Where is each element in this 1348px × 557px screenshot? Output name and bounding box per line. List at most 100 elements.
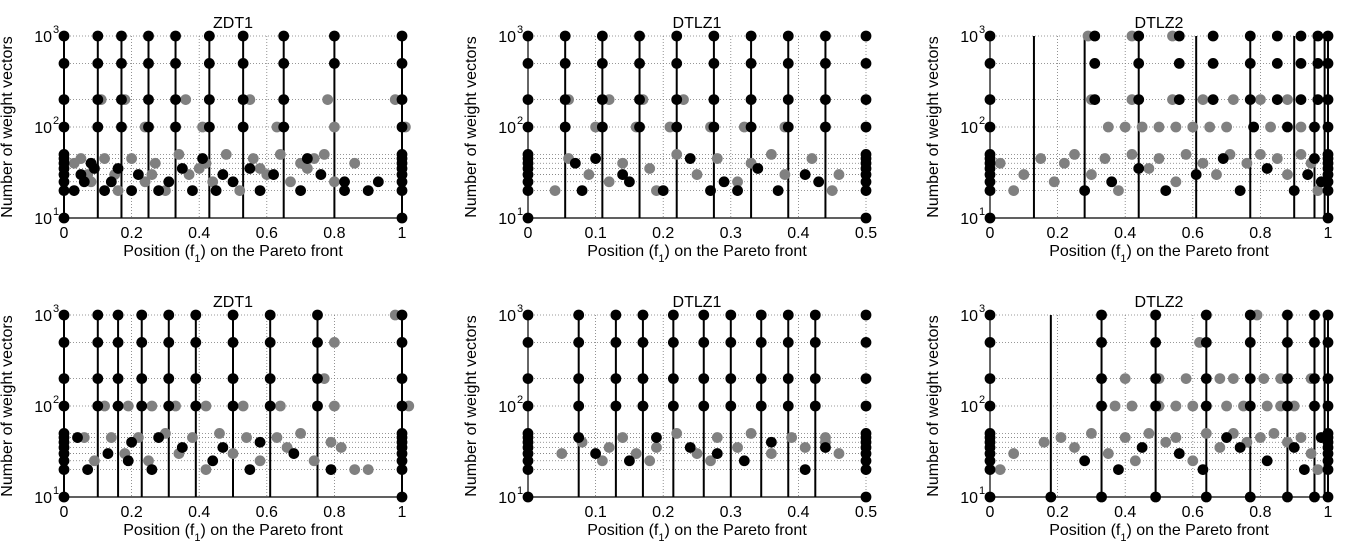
data-point: [1309, 336, 1320, 348]
svg-text:2: 2: [53, 115, 59, 127]
y-tick-label: 10 3: [960, 24, 985, 46]
data-point: [994, 464, 1006, 476]
x-tick-label: 1: [1324, 225, 1333, 242]
data-point: [1089, 30, 1101, 42]
data-point: [806, 153, 818, 164]
data-point: [1204, 121, 1216, 133]
data-point: [671, 121, 683, 133]
svg-text:10: 10: [960, 308, 978, 325]
data-point: [1244, 94, 1256, 106]
data-point: [254, 163, 266, 174]
data-point: [1200, 427, 1212, 439]
data-point: [1271, 94, 1283, 106]
data-point: [833, 169, 845, 180]
data-point: [860, 336, 872, 348]
data-point: [1322, 185, 1334, 197]
data-point: [590, 448, 601, 459]
y-tick-label: 10 3: [34, 24, 59, 46]
data-point: [1200, 373, 1212, 385]
data-point: [139, 176, 151, 188]
data-point: [207, 176, 219, 188]
data-point: [708, 57, 720, 69]
data-point: [146, 400, 158, 412]
data-point: [708, 121, 720, 133]
x-axis-label: Position (f1) on the Pareto front: [123, 243, 343, 265]
data-point: [1322, 464, 1334, 476]
data-point: [329, 30, 340, 42]
data-point: [1302, 169, 1314, 180]
x-axis-label: Position (f1) on the Pareto front: [1049, 243, 1269, 265]
data-point: [1126, 400, 1138, 412]
data-point: [1282, 400, 1293, 412]
x-tick-label: 0.1: [584, 504, 606, 521]
svg-text:10: 10: [960, 29, 978, 46]
data-point: [217, 169, 229, 180]
svg-text:3: 3: [517, 24, 523, 36]
data-point: [708, 30, 720, 42]
data-point: [1255, 94, 1266, 106]
data-point: [349, 157, 361, 169]
data-point: [99, 153, 110, 164]
data-point: [1312, 464, 1324, 476]
x-tick-label: 0.3: [720, 504, 742, 521]
data-point: [1282, 169, 1293, 180]
data-point: [725, 373, 737, 385]
data-point: [264, 400, 276, 412]
data-point: [994, 157, 1006, 169]
data-point: [617, 157, 629, 169]
data-point: [288, 448, 300, 459]
data-point: [143, 30, 154, 42]
data-point: [860, 94, 872, 106]
data-point: [89, 455, 100, 467]
x-tick-label: 0.6: [256, 225, 278, 242]
data-point: [200, 464, 212, 476]
data-point: [116, 30, 127, 42]
data-point: [227, 176, 239, 188]
data-point: [1129, 455, 1141, 467]
data-point: [782, 373, 794, 385]
data-point: [163, 336, 175, 348]
data-point: [1227, 373, 1239, 385]
data-point: [78, 176, 90, 188]
data-point: [549, 185, 561, 197]
data-point: [126, 153, 137, 164]
data-point: [396, 427, 408, 439]
data-point: [1150, 336, 1162, 348]
x-tick-label: 0.6: [1182, 504, 1204, 521]
x-tick-label: 0.3: [720, 225, 742, 242]
y-axis-label: Number of weight vectors: [0, 36, 16, 217]
data-point: [809, 400, 821, 412]
data-point: [765, 448, 777, 459]
data-point: [617, 169, 629, 180]
data-point: [190, 373, 202, 385]
data-point: [698, 400, 710, 412]
data-point: [559, 121, 571, 133]
data-point: [1069, 148, 1080, 160]
data-point: [170, 57, 181, 69]
data-point: [745, 57, 757, 69]
data-point: [329, 400, 340, 412]
data-point: [671, 427, 683, 439]
data-point: [559, 30, 571, 42]
data-point: [1322, 373, 1334, 385]
svg-text:10: 10: [498, 308, 516, 325]
data-point: [329, 336, 340, 348]
data-point: [325, 464, 337, 476]
data-point: [667, 373, 679, 385]
data-point: [244, 163, 256, 174]
data-point: [860, 57, 872, 69]
data-point: [1312, 57, 1324, 69]
data-point: [617, 432, 629, 443]
data-point: [1295, 148, 1307, 160]
data-point: [200, 400, 212, 412]
data-point: [711, 153, 723, 164]
data-point: [1309, 400, 1320, 412]
data-point: [569, 157, 581, 169]
data-point: [755, 336, 767, 348]
data-point: [1271, 30, 1283, 42]
data-point: [820, 442, 831, 453]
data-point: [634, 30, 645, 42]
chart-panel: 0 0.1 0.2 0.3 0.4 0.5 10 1 10 2 10 3 DTLZ1 Position (…: [463, 0, 877, 278]
x-axis-label: Position (f1) on the Pareto front: [1049, 522, 1269, 544]
data-point: [170, 94, 181, 106]
